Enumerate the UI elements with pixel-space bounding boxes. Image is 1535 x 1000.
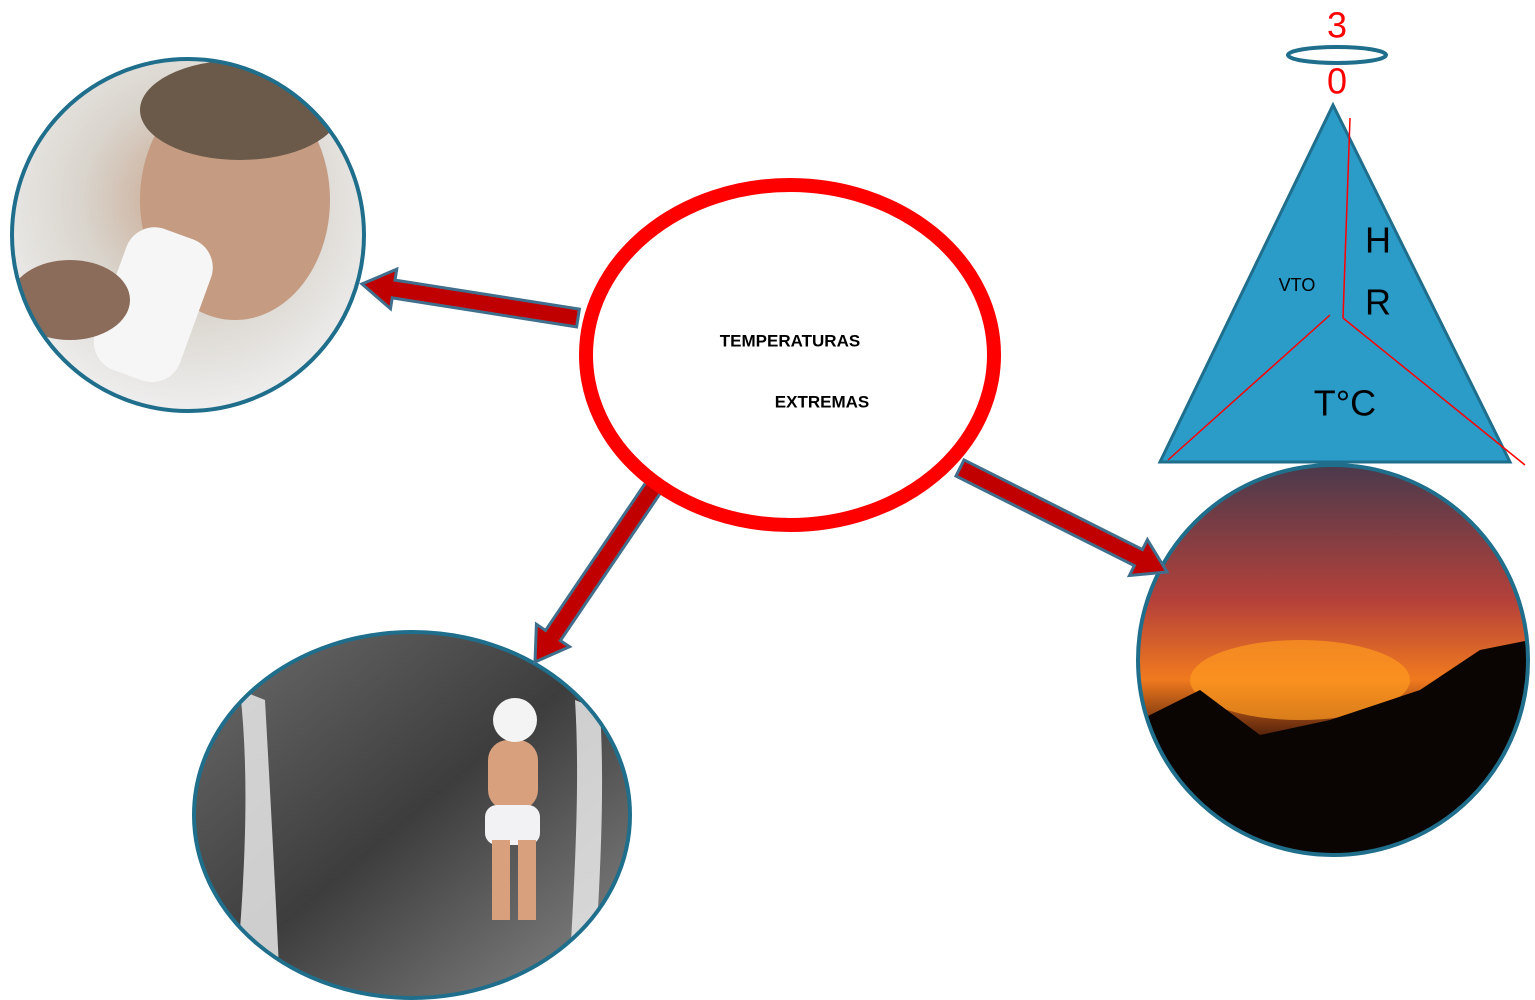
page: TEMPERATURAS EXTREMAS VTO H R T°C 3 0 ((… xyxy=(0,0,1535,1000)
center-title: EXTREMAS xyxy=(775,392,869,411)
arrow xyxy=(362,269,579,327)
arrow xyxy=(956,460,1167,576)
top-digit: 0 xyxy=(1327,61,1347,102)
triangle-label: H xyxy=(1365,220,1391,261)
photo-elderly xyxy=(10,59,364,411)
photo-wildfire xyxy=(1138,465,1530,860)
triangle-label: R xyxy=(1365,282,1391,323)
photo-child-fountain xyxy=(194,632,630,998)
diagram: TEMPERATURAS EXTREMAS VTO H R T°C 3 0 xyxy=(0,0,1535,1000)
triangle-label: T°C xyxy=(1314,383,1376,424)
center-title: TEMPERATURAS xyxy=(720,331,860,350)
center-circle xyxy=(586,185,994,525)
arrow xyxy=(535,480,662,662)
triangle-label: VTO xyxy=(1279,275,1316,295)
top-digit: 3 xyxy=(1327,5,1347,46)
